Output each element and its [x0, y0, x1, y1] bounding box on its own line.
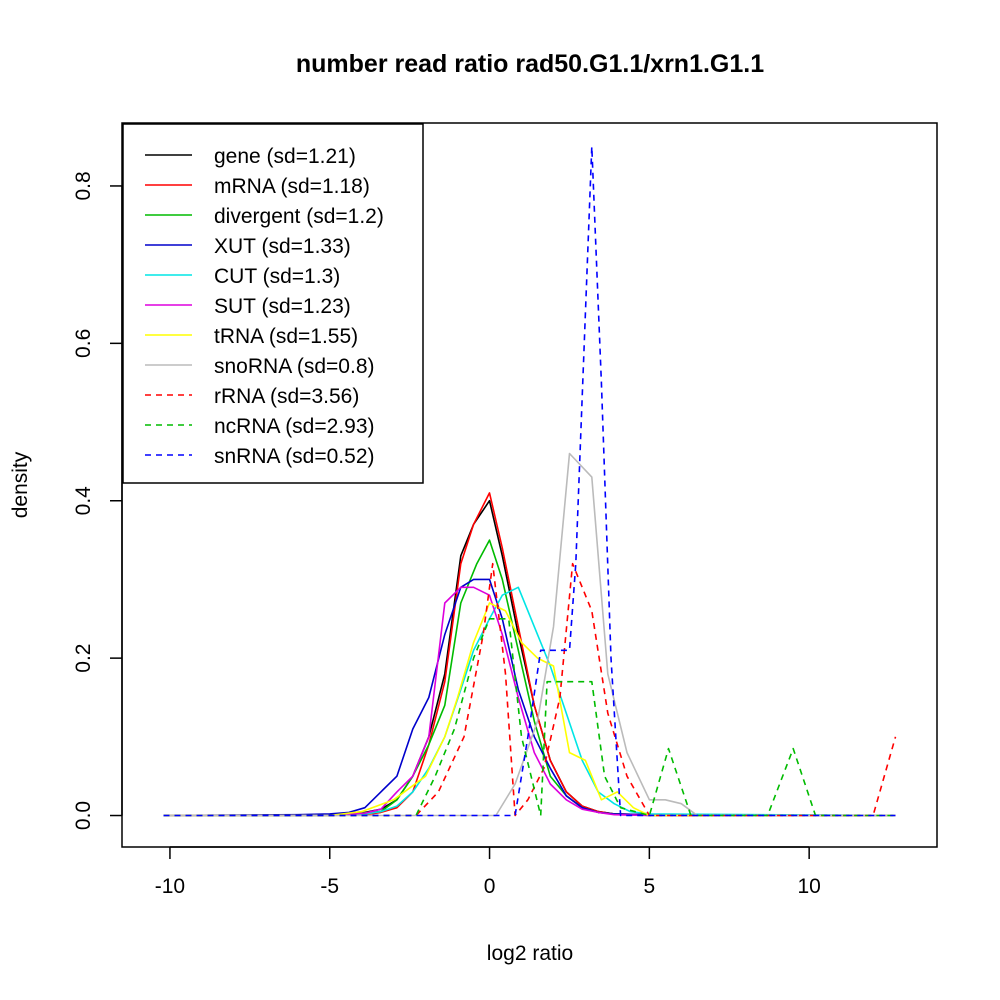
series-line-3 — [163, 578, 896, 817]
y-tick-label: 0.2 — [72, 644, 95, 673]
x-tick-label: -5 — [320, 875, 339, 898]
legend-label: mRNA (sd=1.18) — [214, 175, 370, 198]
series-lines — [163, 145, 897, 817]
legend-label: divergent (sd=1.2) — [214, 205, 384, 228]
legend-label: XUT (sd=1.33) — [214, 235, 351, 258]
x-axis-label: log2 ratio — [487, 942, 573, 965]
series-line-8 — [163, 562, 897, 817]
legend-label: rRNA (sd=3.56) — [214, 385, 359, 408]
series-line-9 — [163, 617, 896, 817]
chart-title: number read ratio rad50.G1.1/xrn1.G1.1 — [296, 50, 764, 78]
y-axis-label: density — [9, 451, 32, 518]
legend-label: gene (sd=1.21) — [214, 145, 356, 168]
legend-label: tRNA (sd=1.55) — [214, 325, 358, 348]
x-axis: -10 -5 0 5 10 — [155, 846, 821, 898]
legend: gene (sd=1.21) mRNA (sd=1.18) divergent (s… — [122, 123, 424, 484]
legend-box — [122, 123, 424, 484]
series-line-5 — [163, 586, 896, 817]
legend-label: snoRNA (sd=0.8) — [214, 355, 375, 378]
legend-label: CUT (sd=1.3) — [214, 265, 340, 288]
series-line-10 — [163, 145, 896, 817]
y-tick-label: 0.6 — [72, 329, 95, 358]
x-tick-label: 5 — [644, 875, 656, 898]
x-tick-label: 10 — [797, 875, 820, 898]
y-axis: 0.0 0.2 0.4 0.6 0.8 — [72, 171, 123, 830]
legend-label: ncRNA (sd=2.93) — [214, 415, 375, 438]
y-tick-label: 0.8 — [72, 171, 95, 200]
series-line-7 — [163, 452, 896, 817]
series-line-6 — [163, 602, 896, 817]
legend-label: SUT (sd=1.23) — [214, 295, 351, 318]
y-tick-label: 0.4 — [72, 486, 95, 516]
y-tick-label: 0.0 — [72, 801, 95, 830]
x-tick-label: 0 — [484, 875, 496, 898]
legend-label: snRNA (sd=0.52) — [214, 445, 375, 468]
x-tick-label: -10 — [155, 875, 185, 898]
